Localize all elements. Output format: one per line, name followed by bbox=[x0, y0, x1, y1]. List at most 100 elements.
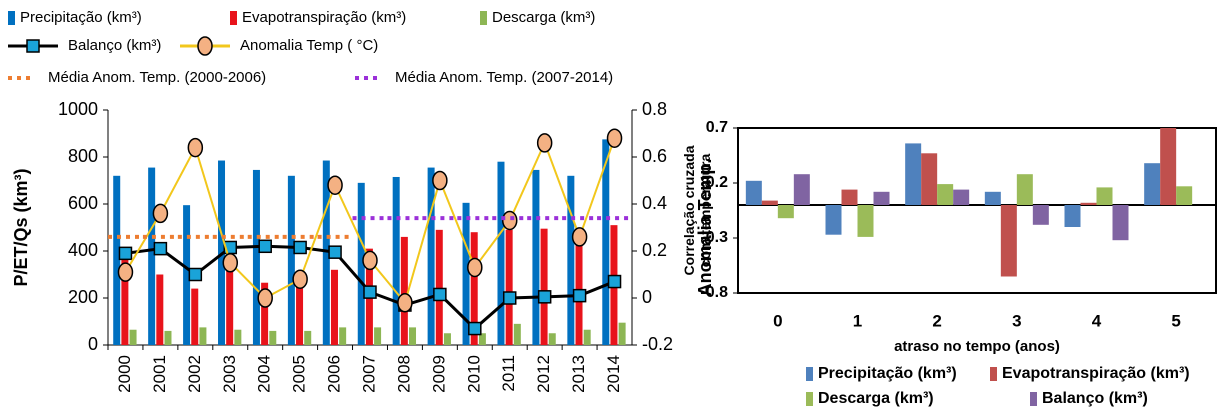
legend-swatch bbox=[230, 11, 237, 25]
legend-label: Descarga (km³) bbox=[492, 9, 595, 26]
bar bbox=[567, 175, 575, 345]
y2-tick-label: 0.6 bbox=[642, 146, 667, 166]
legend-label: Média Anom. Temp. (2007-2014) bbox=[395, 69, 613, 86]
bar bbox=[513, 323, 521, 345]
bar bbox=[148, 167, 156, 345]
bar bbox=[191, 288, 199, 345]
bar bbox=[296, 274, 304, 345]
x-axis-label: atraso no tempo (anos) bbox=[894, 338, 1060, 355]
bar bbox=[905, 143, 922, 205]
bar bbox=[1096, 187, 1113, 205]
bar bbox=[400, 236, 408, 345]
bar bbox=[602, 139, 610, 345]
x-tick-label: 2005 bbox=[290, 355, 309, 393]
bar bbox=[226, 255, 234, 345]
marker bbox=[397, 292, 413, 313]
bar bbox=[478, 333, 486, 345]
x-tick-label: 2012 bbox=[534, 355, 553, 393]
y2-tick-label: -0.2 bbox=[642, 334, 673, 354]
marker bbox=[327, 175, 343, 195]
x-tick-label: 2010 bbox=[464, 355, 483, 393]
bar bbox=[234, 329, 242, 345]
marker bbox=[501, 210, 518, 231]
x-tick-label: 2014 bbox=[604, 355, 623, 393]
y2-tick-label: 0.4 bbox=[642, 193, 667, 213]
legend-label: Balanço (km³) bbox=[1042, 390, 1148, 407]
marker bbox=[432, 170, 448, 191]
x-tick-label: 2 bbox=[932, 311, 941, 330]
y-tick-label: 400 bbox=[68, 240, 98, 260]
bar bbox=[164, 330, 172, 345]
marker bbox=[572, 288, 587, 303]
marker bbox=[293, 240, 307, 255]
bar bbox=[873, 191, 890, 205]
legend-label: Evapotranspiração (km³) bbox=[1002, 365, 1190, 382]
bar bbox=[540, 228, 548, 345]
y-axis-label: P/ET/Qs (km³) bbox=[11, 168, 31, 286]
bar bbox=[1080, 202, 1097, 205]
bar bbox=[497, 161, 505, 345]
bar bbox=[252, 169, 260, 345]
bar bbox=[435, 229, 443, 345]
legend-swatch bbox=[1030, 392, 1037, 406]
y-tick-label: 1000 bbox=[58, 99, 98, 119]
marker bbox=[571, 227, 588, 247]
bar bbox=[339, 327, 347, 345]
x-tick-label: 0 bbox=[773, 311, 782, 330]
y2-tick-label: 0.8 bbox=[642, 99, 667, 119]
x-tick-label: 2011 bbox=[499, 355, 518, 392]
bar bbox=[745, 180, 762, 205]
bar bbox=[921, 153, 938, 205]
bar bbox=[793, 174, 810, 205]
bar bbox=[330, 269, 338, 345]
x-tick-label: 3 bbox=[1012, 311, 1021, 330]
bar bbox=[505, 229, 513, 345]
x-tick-label: 2008 bbox=[394, 355, 413, 393]
marker bbox=[152, 203, 169, 224]
bar bbox=[392, 176, 400, 345]
bar bbox=[548, 333, 556, 345]
marker bbox=[363, 285, 377, 299]
x-tick-label: 2001 bbox=[150, 355, 169, 393]
legend-swatch bbox=[8, 11, 15, 25]
bar bbox=[984, 191, 1001, 205]
bar bbox=[183, 205, 191, 345]
bar bbox=[113, 175, 121, 345]
bar bbox=[1000, 205, 1017, 277]
marker bbox=[537, 290, 552, 304]
marker bbox=[187, 137, 204, 158]
bar bbox=[156, 274, 164, 345]
marker bbox=[606, 128, 623, 148]
marker bbox=[468, 321, 482, 336]
x-tick-label: 4 bbox=[1092, 311, 1102, 330]
bar bbox=[287, 175, 295, 345]
marker bbox=[117, 262, 134, 282]
bar bbox=[269, 330, 277, 345]
bar bbox=[199, 327, 207, 345]
bar bbox=[953, 189, 970, 205]
y2-tick-label: 0.2 bbox=[642, 240, 667, 260]
bar bbox=[322, 160, 330, 345]
legend-swatch bbox=[806, 367, 813, 381]
marker bbox=[362, 250, 378, 271]
marker bbox=[222, 253, 239, 273]
bar bbox=[1144, 163, 1161, 205]
x-tick-label: 2009 bbox=[429, 355, 448, 393]
marker bbox=[188, 267, 203, 282]
marker bbox=[153, 241, 168, 256]
marker bbox=[467, 257, 483, 278]
y-tick-label: -0.3 bbox=[700, 229, 728, 246]
y-axis-label: Correlação cruzadacom temperatura bbox=[681, 145, 713, 275]
legend-swatch bbox=[480, 11, 487, 25]
y2-tick-label: 0 bbox=[642, 287, 652, 307]
bar bbox=[1160, 128, 1177, 205]
x-tick-label: 2006 bbox=[325, 355, 344, 393]
bar bbox=[777, 205, 794, 219]
y-tick-label: 200 bbox=[68, 287, 98, 307]
bar bbox=[1064, 205, 1081, 227]
marker bbox=[118, 246, 133, 261]
x-tick-label: 5 bbox=[1171, 311, 1180, 330]
marker bbox=[502, 291, 517, 305]
bar bbox=[374, 327, 382, 345]
legend-swatch bbox=[990, 367, 997, 381]
